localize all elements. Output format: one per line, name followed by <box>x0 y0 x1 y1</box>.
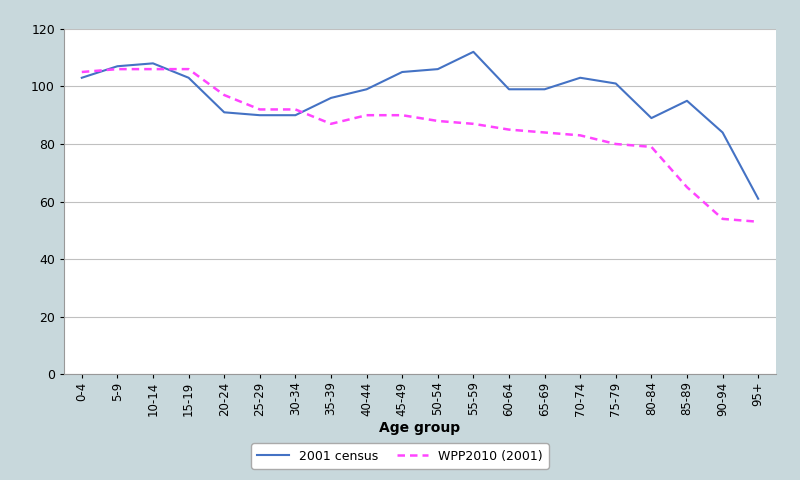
2001 census <box>611 81 621 86</box>
WPP2010 (2001) <box>113 66 122 72</box>
2001 census <box>148 60 158 66</box>
WPP2010 (2001) <box>469 121 478 127</box>
2001 census <box>398 69 407 75</box>
WPP2010 (2001) <box>148 66 158 72</box>
2001 census <box>362 86 371 92</box>
WPP2010 (2001) <box>646 144 656 150</box>
2001 census <box>433 66 442 72</box>
2001 census <box>682 98 692 104</box>
WPP2010 (2001) <box>754 219 763 225</box>
2001 census <box>540 86 550 92</box>
WPP2010 (2001) <box>611 141 621 147</box>
2001 census <box>77 75 86 81</box>
WPP2010 (2001) <box>219 92 229 98</box>
2001 census <box>113 63 122 69</box>
WPP2010 (2001) <box>540 130 550 135</box>
2001 census <box>575 75 585 81</box>
WPP2010 (2001) <box>398 112 407 118</box>
Line: 2001 census: 2001 census <box>82 52 758 199</box>
2001 census <box>184 75 194 81</box>
X-axis label: Age group: Age group <box>379 421 461 435</box>
2001 census <box>646 115 656 121</box>
2001 census <box>255 112 265 118</box>
WPP2010 (2001) <box>362 112 371 118</box>
WPP2010 (2001) <box>290 107 300 112</box>
WPP2010 (2001) <box>255 107 265 112</box>
2001 census <box>219 109 229 115</box>
2001 census <box>754 196 763 202</box>
2001 census <box>718 130 727 135</box>
2001 census <box>326 95 336 101</box>
WPP2010 (2001) <box>433 118 442 124</box>
2001 census <box>469 49 478 55</box>
WPP2010 (2001) <box>575 132 585 138</box>
WPP2010 (2001) <box>184 66 194 72</box>
2001 census <box>504 86 514 92</box>
WPP2010 (2001) <box>504 127 514 132</box>
Legend: 2001 census, WPP2010 (2001): 2001 census, WPP2010 (2001) <box>251 444 549 469</box>
2001 census <box>290 112 300 118</box>
WPP2010 (2001) <box>77 69 86 75</box>
WPP2010 (2001) <box>718 216 727 222</box>
WPP2010 (2001) <box>682 184 692 190</box>
Line: WPP2010 (2001): WPP2010 (2001) <box>82 69 758 222</box>
WPP2010 (2001) <box>326 121 336 127</box>
